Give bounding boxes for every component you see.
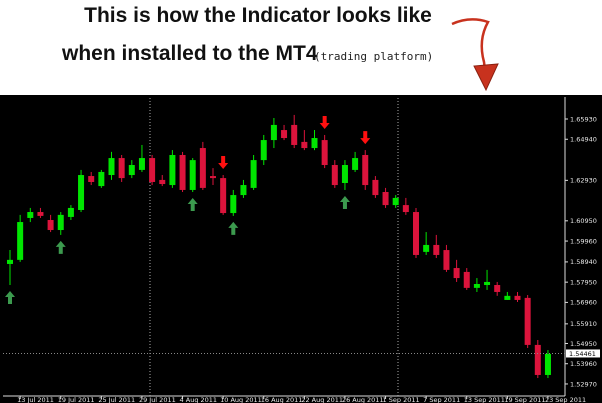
candle-body bbox=[199, 148, 206, 188]
y-tick-label: 1.55910 bbox=[570, 320, 597, 328]
candle-body bbox=[57, 214, 64, 231]
candle-body bbox=[341, 165, 348, 184]
candle-body bbox=[281, 130, 288, 139]
candle-body bbox=[159, 179, 166, 185]
candle-body bbox=[484, 281, 491, 286]
signal-up-arrow bbox=[339, 195, 350, 209]
candle-body bbox=[362, 154, 369, 186]
candle-body bbox=[230, 195, 237, 214]
candle-body bbox=[189, 160, 196, 190]
candle-body bbox=[372, 179, 379, 196]
candle-body bbox=[17, 222, 24, 260]
hand-arrow-head bbox=[473, 63, 499, 92]
candle-body bbox=[544, 353, 551, 375]
y-tick-label: 1.60950 bbox=[570, 217, 597, 225]
x-tick-label: 19 Jul 2011 bbox=[58, 396, 95, 403]
candle-body bbox=[494, 285, 501, 292]
candle-body bbox=[27, 212, 34, 218]
candle-body bbox=[260, 140, 267, 161]
x-tick-label: 16 Aug 2011 bbox=[261, 396, 303, 403]
candle-body bbox=[169, 154, 176, 186]
y-tick-label: 1.58940 bbox=[570, 258, 597, 266]
candle-body bbox=[240, 185, 247, 196]
header-bg bbox=[0, 0, 602, 95]
candle-body bbox=[37, 212, 44, 216]
signal-up-arrow bbox=[55, 240, 66, 254]
candle-body bbox=[138, 158, 145, 170]
candle-body bbox=[108, 158, 115, 176]
candle-body bbox=[291, 124, 298, 145]
candle-body bbox=[250, 160, 257, 188]
candle-body bbox=[149, 158, 156, 182]
candle-body bbox=[423, 244, 430, 252]
y-tick-label: 1.53960 bbox=[570, 360, 597, 368]
candle-body bbox=[524, 297, 531, 345]
x-tick-label: 13 Jul 2011 bbox=[17, 396, 54, 403]
candle-body bbox=[402, 205, 409, 213]
x-tick-label: 22 Aug 2011 bbox=[301, 396, 343, 403]
candle-body bbox=[504, 295, 511, 300]
candle-body bbox=[220, 178, 227, 214]
candle-body bbox=[67, 207, 74, 217]
candle-body bbox=[514, 295, 521, 300]
y-tick-label: 1.56960 bbox=[570, 299, 597, 307]
candle-body bbox=[128, 165, 135, 176]
candle-body bbox=[392, 197, 399, 206]
signal-down-arrow bbox=[319, 115, 330, 129]
candle-body bbox=[7, 259, 13, 264]
hand-arrow bbox=[451, 18, 490, 79]
x-tick-label: 1 Sep 2011 bbox=[383, 396, 420, 403]
x-tick-label: 13 Sep 2011 bbox=[464, 396, 505, 403]
candle-body bbox=[463, 271, 470, 288]
candle-body bbox=[473, 283, 480, 288]
signal-up-arrow bbox=[187, 197, 198, 211]
signal-up-arrow bbox=[5, 291, 15, 305]
signal-up-arrow bbox=[228, 221, 239, 235]
annotation: (trading platform) bbox=[314, 50, 433, 63]
candle-body bbox=[443, 250, 450, 270]
x-tick-label: 7 Sep 2011 bbox=[423, 396, 460, 403]
headline: This is how the Indicator looks like bbox=[84, 4, 432, 27]
candle-body bbox=[311, 138, 318, 149]
x-tick-label: 4 Aug 2011 bbox=[180, 396, 218, 403]
y-tick-label: 1.62930 bbox=[570, 177, 597, 185]
candle-body bbox=[98, 171, 105, 187]
candle-body bbox=[453, 268, 460, 279]
candle-body bbox=[88, 176, 95, 182]
x-tick-label: 25 Jul 2011 bbox=[98, 396, 135, 403]
candle-body bbox=[331, 165, 338, 186]
y-tick-label: 1.59960 bbox=[570, 237, 597, 245]
candle-body bbox=[118, 158, 125, 179]
headline-2: when installed to the MT4 bbox=[61, 42, 318, 65]
signal-down-arrow bbox=[360, 131, 371, 145]
signal-down-arrow bbox=[218, 156, 229, 170]
x-tick-label: 19 Sep 2011 bbox=[504, 396, 545, 403]
candle-body bbox=[382, 191, 389, 206]
y-tick-label: 1.64940 bbox=[570, 136, 597, 144]
candle-body bbox=[352, 158, 359, 170]
y-tick-label: 1.52970 bbox=[570, 380, 597, 388]
candle-body bbox=[47, 220, 54, 231]
candle-body bbox=[413, 212, 419, 255]
candle-body bbox=[534, 344, 541, 375]
y-tick-label: 1.65930 bbox=[570, 115, 597, 123]
x-tick-label: 29 Jul 2011 bbox=[139, 396, 176, 403]
y-tick-label: 1.54950 bbox=[570, 340, 597, 348]
x-tick-label: 10 Aug 2011 bbox=[220, 396, 262, 403]
last-price-box bbox=[566, 349, 600, 358]
last-price-label: 1.54461 bbox=[569, 350, 596, 358]
candle-body bbox=[210, 176, 216, 179]
x-tick-label: 23 Sep 2011 bbox=[545, 396, 586, 403]
candle-body bbox=[433, 244, 440, 255]
x-tick-label: 26 Aug 2011 bbox=[342, 396, 384, 403]
candle-body bbox=[179, 154, 186, 190]
plot-bg bbox=[0, 95, 602, 403]
y-tick-label: 1.57950 bbox=[570, 278, 597, 286]
candle-body bbox=[78, 175, 85, 210]
candle-body bbox=[270, 124, 277, 141]
candle-body bbox=[321, 140, 328, 166]
candle-body bbox=[301, 141, 308, 149]
